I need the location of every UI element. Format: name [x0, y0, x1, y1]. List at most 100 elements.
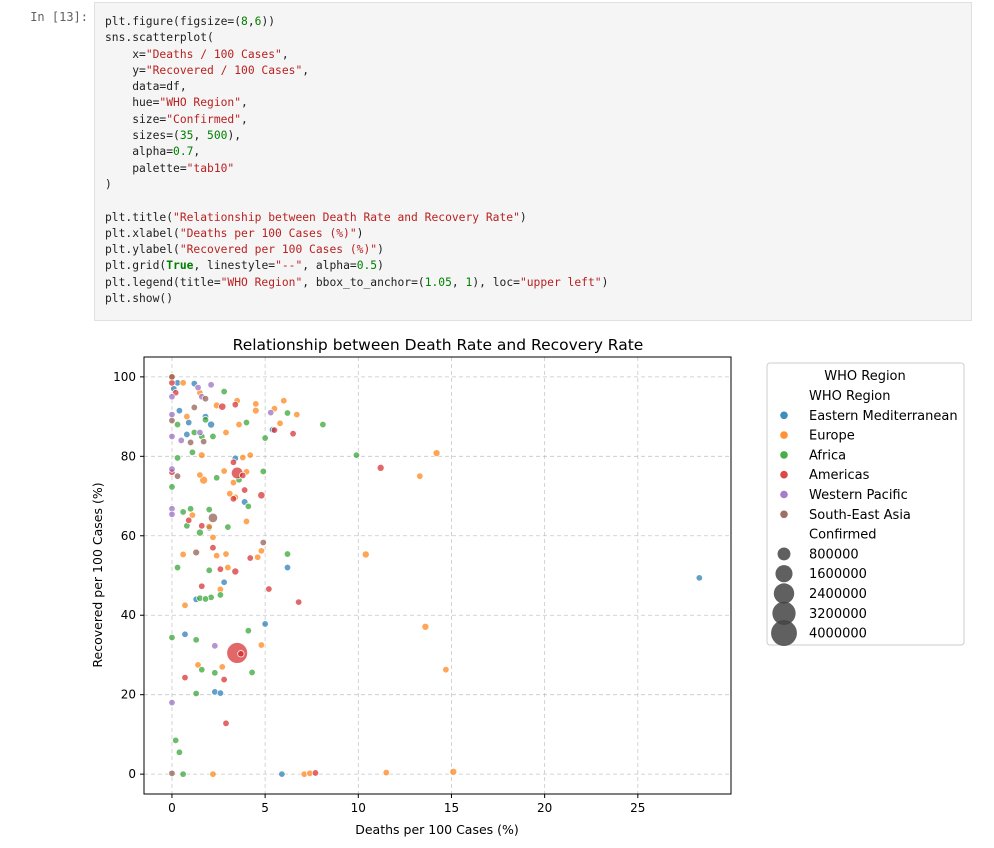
legend-size-marker — [771, 620, 797, 647]
code-token: ) — [377, 243, 384, 257]
code-token: )) — [261, 15, 276, 28]
code-line: palette="tab10" — [105, 162, 234, 175]
data-point — [168, 373, 176, 381]
data-point — [283, 550, 292, 558]
code-token: "WHO Region" — [220, 275, 303, 289]
data-point — [276, 419, 284, 427]
code-line: plt.ylabel("Recovered per 100 Cases (%)"… — [105, 243, 384, 256]
chart-points — [168, 373, 703, 778]
code-line: y="Recovered / 100 Cases", — [105, 64, 309, 77]
data-point — [244, 627, 252, 635]
data-point — [179, 508, 187, 516]
data-point — [211, 642, 219, 650]
code-line: x="Deaths / 100 Cases", — [105, 47, 289, 61]
data-point — [352, 451, 361, 459]
data-point — [168, 393, 176, 401]
data-point — [278, 770, 286, 778]
code-editor[interactable]: plt.figure(figsize=(8,6)) sns.scatterplo… — [105, 14, 608, 307]
code-token: x= — [105, 47, 146, 61]
data-point — [265, 585, 273, 593]
data-point — [207, 512, 219, 523]
data-point — [198, 582, 206, 590]
data-point — [168, 411, 176, 419]
code-token: ) — [377, 259, 384, 273]
code-token: , bbox_to_anchor=( — [302, 275, 425, 289]
code-token: plt.title( — [105, 210, 174, 224]
data-point — [198, 666, 206, 674]
data-point — [168, 510, 176, 518]
code-token: , — [302, 63, 310, 77]
code-token: , — [241, 96, 248, 110]
code-token: 0.5 — [356, 259, 378, 273]
data-point — [220, 675, 228, 684]
legend-size-entry: 800000 — [809, 547, 859, 562]
cell-prompt: In [13]: — [30, 10, 88, 24]
data-point — [205, 505, 213, 514]
data-point — [231, 401, 239, 409]
legend-box — [766, 362, 965, 646]
code-line: plt.legend(title="WHO Region", bbox_to_a… — [105, 276, 608, 289]
data-point — [382, 768, 390, 777]
data-point — [432, 449, 441, 458]
code-token: , — [193, 129, 208, 143]
data-point — [222, 719, 230, 727]
data-point — [218, 663, 226, 671]
chart-title: Relationship between Death Rate and Reco… — [233, 336, 644, 354]
code-token: ) — [105, 177, 112, 191]
data-point — [449, 767, 458, 776]
data-point — [376, 463, 385, 472]
data-point — [209, 432, 217, 441]
data-point — [192, 689, 200, 698]
legend-size-entry: 2400000 — [809, 587, 867, 602]
legend-marker — [780, 431, 788, 439]
x-tick-label: 0 — [168, 801, 176, 815]
data-point — [311, 769, 320, 777]
legend-size-marker — [773, 583, 795, 604]
code-token: ), — [227, 129, 242, 143]
data-point — [213, 474, 221, 482]
data-point — [246, 451, 254, 459]
legend-marker — [780, 451, 788, 459]
data-point — [198, 451, 206, 459]
data-point — [257, 547, 266, 555]
data-point — [289, 430, 297, 438]
data-point — [222, 428, 230, 437]
data-point — [257, 641, 266, 649]
data-point — [186, 438, 195, 447]
legend-size-marker — [775, 565, 793, 583]
data-point — [220, 578, 228, 586]
data-point — [244, 502, 252, 510]
data-point — [442, 666, 450, 674]
data-point — [280, 397, 288, 405]
code-cell[interactable]: plt.figure(figsize=(8,6)) sns.scatterplo… — [94, 2, 972, 321]
data-point — [229, 478, 238, 487]
data-point — [168, 379, 176, 387]
code-token: 0.7 — [173, 145, 194, 159]
data-point — [218, 402, 227, 411]
code-line: ) — [105, 178, 112, 191]
code-token: data=df, — [105, 80, 187, 94]
data-point — [196, 428, 204, 437]
code-token: , linestyle= — [193, 259, 276, 273]
data-point — [254, 553, 262, 561]
code-token: plt.legend(title= — [105, 275, 221, 289]
y-tick-label: 0 — [128, 767, 136, 781]
legend-marker — [780, 510, 788, 519]
code-token: plt.figure(figsize=( — [105, 15, 242, 28]
code-token: ) — [519, 210, 527, 224]
code-token: ), loc= — [472, 275, 520, 289]
code-token: , — [281, 47, 289, 61]
data-point — [319, 420, 327, 429]
data-point — [246, 554, 254, 562]
legend-entry: Western Pacific — [809, 488, 908, 503]
data-point — [192, 548, 200, 557]
data-point — [190, 403, 198, 412]
legend-marker — [780, 411, 788, 420]
data-point — [183, 412, 191, 421]
data-point — [207, 381, 215, 389]
legend-title: WHO Region — [824, 369, 906, 384]
code-line: plt.figure(figsize=(8,6)) — [105, 15, 275, 28]
code-token: , — [241, 112, 248, 126]
code-token: "Relationship between Death Rate and Rec… — [173, 210, 520, 224]
code-token: "Deaths / 100 Cases" — [145, 47, 282, 61]
